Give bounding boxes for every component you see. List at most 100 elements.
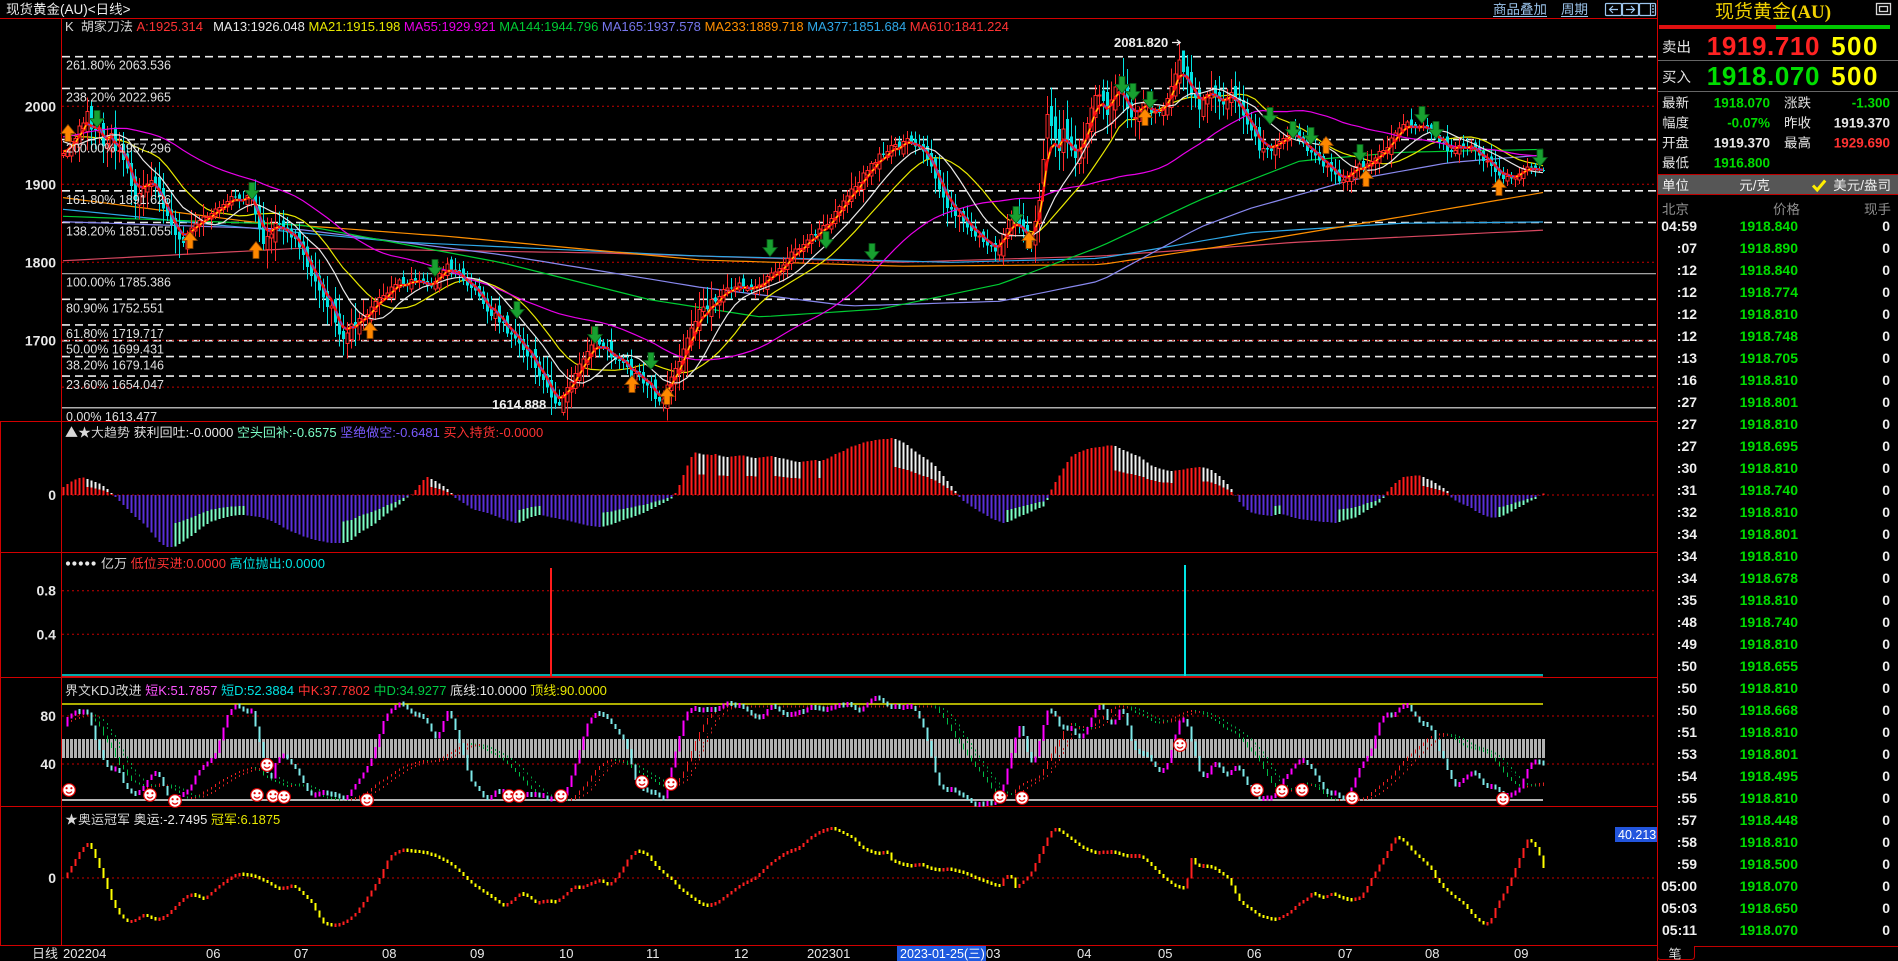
svg-text::54: :54 [1677,768,1697,784]
svg-text:MA55:1929.921: MA55:1929.921 [404,19,496,34]
svg-text:38.20% 1679.146: 38.20% 1679.146 [66,359,164,373]
svg-text:0: 0 [1882,614,1890,630]
svg-text:0: 0 [1882,438,1890,454]
svg-text:0: 0 [1882,306,1890,322]
svg-text:MA21:1915.198: MA21:1915.198 [309,19,401,34]
svg-text:K:51.7857: K:51.7857 [158,683,217,698]
svg-text:09: 09 [470,946,484,961]
svg-text:A:1925.314: A:1925.314 [137,19,204,34]
svg-text:0: 0 [1882,768,1890,784]
svg-text:-1.300: -1.300 [1852,96,1890,111]
svg-text::55: :55 [1677,790,1697,806]
svg-text:1918.801: 1918.801 [1740,526,1799,542]
svg-text:05:00: 05:00 [1661,878,1697,894]
svg-text:1918.495: 1918.495 [1740,768,1799,784]
svg-text:11: 11 [646,946,660,961]
svg-text:1918.695: 1918.695 [1740,438,1799,454]
svg-text:0: 0 [1882,240,1890,256]
svg-text:1918.448: 1918.448 [1740,812,1799,828]
svg-text::51: :51 [1677,724,1697,740]
svg-text:61.80% 1719.717: 61.80% 1719.717 [66,327,164,341]
svg-text:0: 0 [48,870,56,886]
svg-text:0: 0 [1882,922,1890,938]
svg-text:/: / [1753,178,1757,193]
svg-text:05:11: 05:11 [1662,922,1697,938]
svg-text::90.0000: :90.0000 [556,683,607,698]
svg-text::48: :48 [1677,614,1697,630]
svg-text::32: :32 [1677,504,1697,520]
svg-text:1919.370: 1919.370 [1834,116,1890,131]
svg-text:MA233:1889.718: MA233:1889.718 [705,19,804,34]
svg-text:1918.810: 1918.810 [1740,592,1799,608]
svg-text:0: 0 [1882,504,1890,520]
svg-text:1900: 1900 [25,176,56,192]
svg-text:K: K [65,19,74,34]
svg-text:1918.810: 1918.810 [1740,636,1799,652]
svg-text:05: 05 [1158,946,1172,961]
svg-text:2081.820: 2081.820 [1114,35,1168,50]
svg-text::59: :59 [1677,856,1697,872]
svg-text:40.213: 40.213 [1618,828,1656,842]
svg-text::50: :50 [1677,702,1697,718]
svg-text:07: 07 [294,946,308,961]
svg-text:0: 0 [1882,526,1890,542]
svg-text:1700: 1700 [25,332,56,348]
svg-text:500: 500 [1831,31,1879,61]
svg-text:06: 06 [206,946,220,961]
svg-text:1918.810: 1918.810 [1740,372,1799,388]
svg-text::-0.0000: :-0.0000 [186,425,234,440]
svg-text::-0.6481: :-0.6481 [392,425,440,440]
svg-text::12: :12 [1677,284,1697,300]
svg-text:MA165:1937.578: MA165:1937.578 [602,19,701,34]
svg-text:): ) [981,947,985,961]
svg-text:0: 0 [48,487,56,503]
svg-text:0: 0 [1882,746,1890,762]
svg-text:1918.705: 1918.705 [1740,350,1799,366]
svg-text:0: 0 [1882,702,1890,718]
svg-text:1918.810: 1918.810 [1740,504,1799,520]
svg-text:0.00% 1613.477: 0.00% 1613.477 [66,410,157,424]
svg-text:0: 0 [1882,878,1890,894]
svg-text:0: 0 [1882,834,1890,850]
svg-text:0: 0 [1882,460,1890,476]
svg-text:1918.840: 1918.840 [1740,262,1799,278]
svg-text:1919.710: 1919.710 [1707,31,1820,61]
svg-text:2000: 2000 [25,98,56,114]
svg-text::31: :31 [1677,482,1697,498]
svg-text:KDJ: KDJ [91,683,116,698]
svg-text::58: :58 [1677,834,1697,850]
svg-text:1800: 1800 [25,254,56,270]
svg-text:MA13:1926.048: MA13:1926.048 [213,19,305,34]
svg-text:161.80% 1891.626: 161.80% 1891.626 [66,193,171,207]
svg-text::0.0000: :0.0000 [183,556,226,571]
svg-text:08: 08 [382,946,396,961]
svg-text::12: :12 [1677,328,1697,344]
svg-text:202204: 202204 [63,946,106,961]
svg-text:0: 0 [1882,724,1890,740]
svg-text:0: 0 [1882,570,1890,586]
svg-text:07: 07 [1338,946,1352,961]
svg-text:1929.690: 1929.690 [1834,136,1890,151]
svg-text:05:03: 05:03 [1661,900,1697,916]
svg-text:1918.070: 1918.070 [1740,922,1799,938]
svg-text:/: / [1860,178,1864,193]
svg-text:(AU): (AU) [1791,2,1831,23]
svg-text:K:37.7802: K:37.7802 [311,683,370,698]
svg-text:1918.810: 1918.810 [1740,724,1799,740]
svg-text:1918.774: 1918.774 [1740,284,1799,300]
svg-text:1918.748: 1918.748 [1740,328,1799,344]
svg-text::34: :34 [1677,548,1697,564]
svg-text:1918.810: 1918.810 [1740,416,1799,432]
svg-text::16: :16 [1677,372,1697,388]
svg-text::35: :35 [1677,592,1697,608]
svg-text:MA377:1851.684: MA377:1851.684 [807,19,906,34]
svg-text::27: :27 [1677,438,1697,454]
svg-text:0: 0 [1882,812,1890,828]
svg-text:D:52.3884: D:52.3884 [234,683,294,698]
svg-text:0: 0 [1882,482,1890,498]
svg-text:1918.890: 1918.890 [1740,240,1799,256]
svg-text:08: 08 [1425,946,1439,961]
svg-text:MA144:1944.796: MA144:1944.796 [499,19,598,34]
svg-text:0: 0 [1882,680,1890,696]
svg-text:1614.888: 1614.888 [492,397,546,412]
